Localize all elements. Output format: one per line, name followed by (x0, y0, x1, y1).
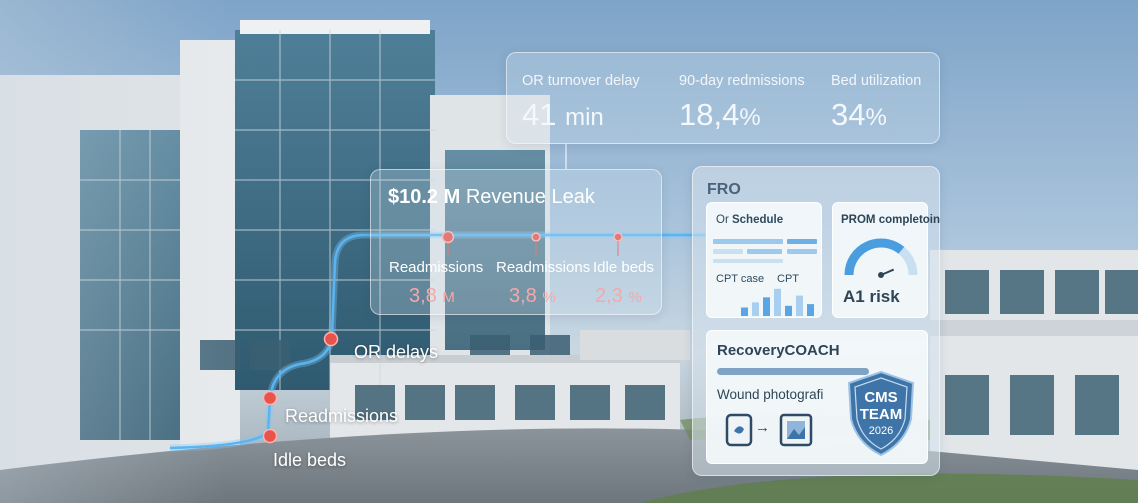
kpi-value: 18,4% (679, 97, 805, 133)
cpt-bar (807, 304, 814, 316)
flow-label-or-delays: OR delays (354, 342, 439, 362)
prom-title: PROM completoin (841, 214, 941, 226)
kpi-value: 34% (831, 97, 921, 133)
leak-item-number: 3,8 (409, 285, 437, 307)
kpi-unit: min (565, 104, 604, 131)
badge-year: 2026 (868, 425, 894, 437)
or-schedule-card[interactable]: Or Schedule CPT case CPT (706, 202, 822, 318)
leak-item-idle-beds: Idle beds 2,3 % (593, 259, 654, 308)
flow-label-readmissions: Readmissions (285, 406, 399, 426)
cms-badge-text: CMS TEAM 2026 (845, 389, 917, 440)
cpt-bar (785, 305, 792, 316)
leak-item-value: 3,8 M (409, 285, 483, 308)
recovery-coach-card[interactable]: RecoveryCOACH Wound photografi → CMS TEA… (706, 330, 928, 464)
kpi-bed-utilization: Bed utilization 34% (831, 73, 921, 133)
cpt-bar (763, 297, 770, 316)
revenue-leak-panel: $10.2 M Revenue Leak Readmissions 3,8 M … (370, 169, 662, 315)
kpi-readmissions: 90-day redmissions 18,4% (679, 73, 805, 133)
wound-photo-label: Wound photografi (717, 387, 824, 402)
or-schedule-title-bold: Schedule (731, 214, 784, 226)
cpt-bar (741, 307, 748, 316)
cpt-bar (774, 288, 781, 316)
kpi-label: 90-day redmissions (679, 73, 805, 89)
or-schedule-title-prefix: Or (716, 214, 729, 226)
cpt-bar-chart (741, 288, 814, 316)
leak-item-label: Idle beds (593, 259, 654, 276)
revenue-leak-label: Revenue Leak (465, 186, 595, 208)
leak-item-label: Readmissions (389, 259, 484, 276)
leak-item-readmissions-pct: Readmissions 3,8 % (496, 259, 590, 308)
or-schedule-title: Or Schedule (716, 214, 783, 226)
flow-node-readmissions (262, 390, 278, 406)
leak-item-readmissions-m: Readmissions 3,8 M (389, 259, 483, 308)
cpt-bar (752, 302, 759, 316)
cpt-case-label: CPT case (716, 273, 765, 285)
leak-item-number: 3,8 (509, 285, 537, 307)
recovery-coach-title: RecoveryCOACH (717, 342, 840, 359)
leak-item-unit: % (542, 289, 556, 306)
gauge-icon (844, 238, 918, 278)
leak-item-unit: % (628, 289, 642, 306)
leak-item-unit: M (442, 289, 455, 306)
kpi-value: 41 min (522, 97, 640, 133)
flow-label-idle-beds: Idle beds (273, 450, 347, 470)
kpi-unit: % (865, 104, 887, 131)
recovery-progress-bar (717, 368, 869, 375)
kpi-label: OR turnover delay (522, 73, 640, 89)
kpi-label: Bed utilization (831, 73, 922, 89)
badge-line-2: TEAM (859, 406, 903, 423)
kpi-unit: % (739, 104, 761, 131)
cpt-label: CPT (777, 273, 799, 285)
kpi-number: 34 (831, 97, 866, 132)
flow-node-1 (441, 230, 455, 244)
phone-icon (725, 413, 753, 447)
revenue-leak-title: $10.2 M Revenue Leak (388, 186, 595, 209)
badge-line-1: CMS (864, 389, 898, 406)
image-icon (779, 413, 813, 447)
risk-label: A1 risk (843, 287, 900, 306)
cpt-bar (796, 295, 803, 316)
fro-title: FRO (707, 181, 741, 198)
shield-badge-icon (847, 370, 915, 457)
schedule-timeline (713, 239, 817, 263)
leak-item-value: 3,8 % (509, 285, 590, 308)
kpi-panel: OR turnover delay 41 min 90-day redmissi… (506, 52, 940, 144)
prom-card[interactable]: PROM completoin A1 risk (832, 202, 940, 318)
kpi-or-turnover: OR turnover delay 41 min (522, 73, 640, 133)
leak-item-label: Readmissions (496, 259, 591, 276)
kpi-number: 18,4 (679, 97, 740, 132)
flow-node-or-delays (323, 331, 339, 347)
arrow-right-icon: → (755, 419, 770, 436)
kpi-number: 41 (522, 97, 557, 132)
leak-item-value: 2,3 % (595, 285, 654, 308)
revenue-leak-amount: $10.2 M (388, 186, 461, 208)
flow-node-idle-beds (262, 428, 278, 444)
leak-item-number: 2,3 (595, 285, 623, 307)
